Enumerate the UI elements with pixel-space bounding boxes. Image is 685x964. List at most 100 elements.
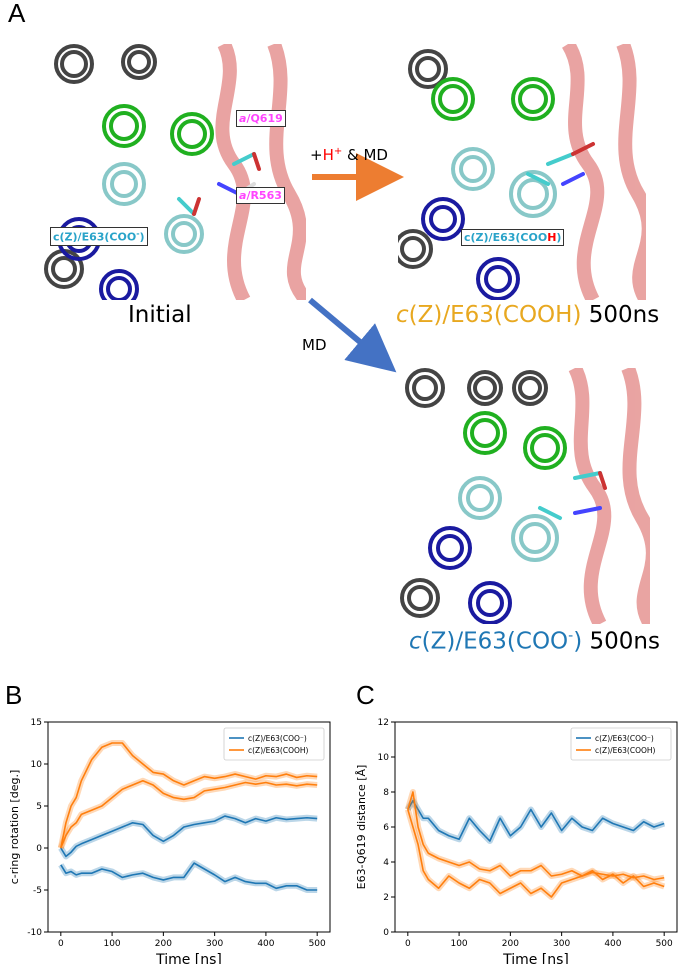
green-helices (463, 411, 567, 470)
pink-ribbon (561, 44, 646, 300)
series-band-1 (58, 860, 318, 893)
y-tick-label: 10 (378, 753, 390, 763)
arrow-label-protonate: +H+ & MD (310, 146, 388, 164)
residue-tag-q619-chain: a (239, 112, 247, 125)
caption-coo-residue: (Z)/E63(COO (421, 628, 569, 655)
legend-label: c(Z)/E63(COO⁻) (595, 734, 654, 743)
snapshot-coo (400, 368, 650, 624)
y-axis-label: c-ring rotation [deg.] (8, 770, 21, 885)
x-tick-label: 300 (206, 939, 223, 949)
snapshot-coo-image (400, 368, 650, 624)
caption-cooh-time: 500ns (588, 302, 660, 328)
residue-sticks (526, 142, 595, 186)
residue-tag-q619: a/Q619 (236, 110, 286, 127)
caption-coo-charge: - (568, 628, 574, 644)
x-tick-label: 200 (155, 939, 172, 949)
cyan-helices (451, 147, 557, 218)
series-line-0 (407, 799, 665, 842)
y-tick-label: -5 (33, 886, 42, 896)
snapshot-initial: a/Q619 a/R563 c(Z)/E63(COO-) (44, 44, 306, 300)
caption-cooh-residue: (Z)/E63(COOH) (408, 302, 582, 328)
residue-tag-e63-cooh-h: H (547, 231, 557, 244)
x-tick-label: 0 (405, 939, 411, 949)
arrow-md (308, 297, 397, 373)
pink-ribbon (568, 368, 650, 624)
x-tick-label: 500 (656, 939, 673, 949)
x-tick-label: 500 (309, 939, 326, 949)
x-tick-label: 400 (604, 939, 621, 949)
panel-label-c: C (356, 680, 375, 710)
residue-tag-r563: a/R563 (236, 187, 285, 204)
residue-tag-e63: c(Z)/E63(COO-) (50, 227, 148, 246)
panel-label-a: A (8, 0, 26, 28)
legend-box (223, 727, 325, 761)
caption-cooh: c(Z)/E63(COOH) 500ns (396, 302, 659, 328)
x-tick-label: 400 (257, 939, 274, 949)
gray-helices (400, 368, 548, 618)
chart-e63-q619-distance: 0 100 200 300 400 500 0 2 4 6 8 10 12 Time [ns] E63-Q6… (355, 718, 678, 964)
residue-tag-r563-chain: a (239, 189, 247, 202)
residue-tag-q619-label: /Q619 (246, 112, 283, 125)
blue-helices (428, 526, 512, 624)
x-tick-label: 100 (450, 939, 467, 949)
series-line-1 (60, 862, 318, 891)
series-line-1 (407, 791, 665, 881)
x-tick-label: 300 (553, 939, 570, 949)
residue-sticks (538, 471, 607, 520)
y-axis-label: E63-Q619 distance [Å] (355, 765, 368, 890)
series-line-3 (60, 780, 318, 849)
chart-c-ring-rotation: 0 100 200 300 400 500 -10 -5 0 5 10 15 Time [ns] c-ri… (8, 718, 331, 964)
y-tick-label: 0 (36, 844, 42, 854)
x-tick-label: 0 (58, 939, 64, 949)
caption-coo-time: 500ns (589, 628, 660, 655)
residue-tag-e63-label: c(Z)/E63(COO (53, 230, 137, 244)
y-tick-label: 4 (383, 858, 389, 868)
cyan-helices (102, 162, 204, 254)
series-line-2 (60, 742, 318, 849)
legend-label: c(Z)/E63(COOH) (595, 746, 656, 755)
x-axis-label: Time [ns] (155, 952, 222, 964)
x-tick-label: 200 (502, 939, 519, 949)
y-tick-label: 15 (31, 718, 42, 728)
panel-label-b: B (5, 680, 23, 710)
caption-coo-chain: c (409, 628, 422, 655)
snapshot-cooh: c(Z)/E63(COOH) (398, 44, 646, 300)
gray-helices (398, 49, 448, 269)
caption-coo: c(Z)/E63(COO-) 500ns (409, 628, 660, 655)
arrow-label-h: H (322, 146, 334, 164)
arrow-label-md: MD (302, 336, 327, 354)
caption-coo-close: ) (573, 628, 583, 655)
y-tick-label: 5 (36, 802, 42, 812)
residue-tag-e63-close: ) (139, 230, 145, 244)
caption-cooh-chain: c (396, 302, 409, 328)
series-line-2 (407, 809, 665, 898)
blue-helices (421, 197, 520, 300)
x-axis-label: Time [ns] (502, 952, 569, 964)
residue-tag-e63-cooh-label: c(Z)/E63(COO (464, 231, 548, 244)
y-tick-label: 8 (383, 788, 389, 798)
snapshot-cooh-image (398, 44, 646, 300)
residue-tag-e63-cooh-close: ) (556, 231, 562, 244)
y-tick-label: 6 (383, 823, 389, 833)
cyan-helices (458, 476, 559, 562)
legend-label: c(Z)/E63(COOH) (248, 746, 309, 755)
legend-box (570, 727, 672, 761)
y-tick-label: -10 (27, 928, 42, 938)
green-helices (431, 77, 555, 121)
arrow-label-md-suffix: & MD (342, 146, 388, 164)
y-tick-label: 2 (383, 893, 389, 903)
green-helices (102, 104, 214, 156)
residue-tag-e63-cooh: c(Z)/E63(COOH) (461, 229, 565, 246)
y-tick-label: 12 (378, 718, 389, 728)
arrow-label-plus: + (310, 146, 323, 164)
axes-frame (47, 721, 331, 933)
y-tick-label: 0 (383, 928, 389, 938)
residue-tag-r563-label: /R563 (246, 189, 282, 202)
snapshot-initial-image (44, 44, 306, 300)
x-tick-label: 100 (103, 939, 120, 949)
caption-initial: Initial (128, 302, 192, 328)
y-tick-label: 10 (31, 760, 43, 770)
legend-label: c(Z)/E63(COO⁻) (248, 734, 307, 743)
arrows-layer (308, 153, 404, 373)
series-line-0 (60, 815, 318, 858)
